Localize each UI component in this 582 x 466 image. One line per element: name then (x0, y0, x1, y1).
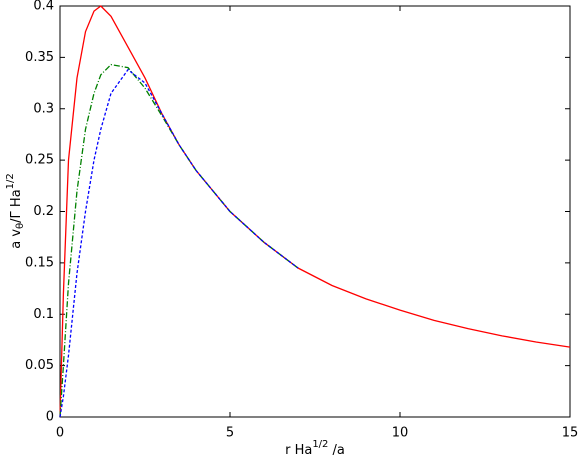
y-tick-label: 0.05 (25, 358, 54, 373)
x-label-sup: 1/2 (312, 439, 328, 450)
x-tick-label: 0 (56, 426, 64, 441)
plot-frame (59, 5, 571, 418)
y-tick-label: 0.3 (33, 101, 54, 116)
y-tick-label: 0.15 (25, 255, 54, 270)
x-tick-label: 15 (562, 426, 579, 441)
series-line (59, 5, 571, 418)
x-label-part: r Ha (285, 443, 312, 458)
series-line (59, 63, 299, 418)
y-axis-label: a vθ/Γ Ha1/2 (5, 173, 26, 249)
series-line (59, 68, 299, 418)
y-label-part: a v (9, 229, 24, 249)
y-label-part: /Γ Ha (9, 189, 24, 223)
y-tick-label: 0 (46, 410, 54, 425)
y-tick-label: 0.4 (33, 0, 54, 14)
y-tick-label: 0.2 (33, 204, 54, 219)
x-tick-label: 10 (392, 426, 409, 441)
y-label-sub: θ (15, 223, 26, 229)
y-tick-label: 0.1 (33, 307, 54, 322)
y-tick-label: 0.35 (25, 50, 54, 65)
y-tick-label: 0.25 (25, 153, 54, 168)
x-axis-label: r Ha1/2 /a (285, 439, 345, 458)
x-label-part: /a (328, 443, 344, 458)
y-label-sup: 1/2 (5, 173, 16, 189)
x-tick-label: 5 (226, 426, 234, 441)
